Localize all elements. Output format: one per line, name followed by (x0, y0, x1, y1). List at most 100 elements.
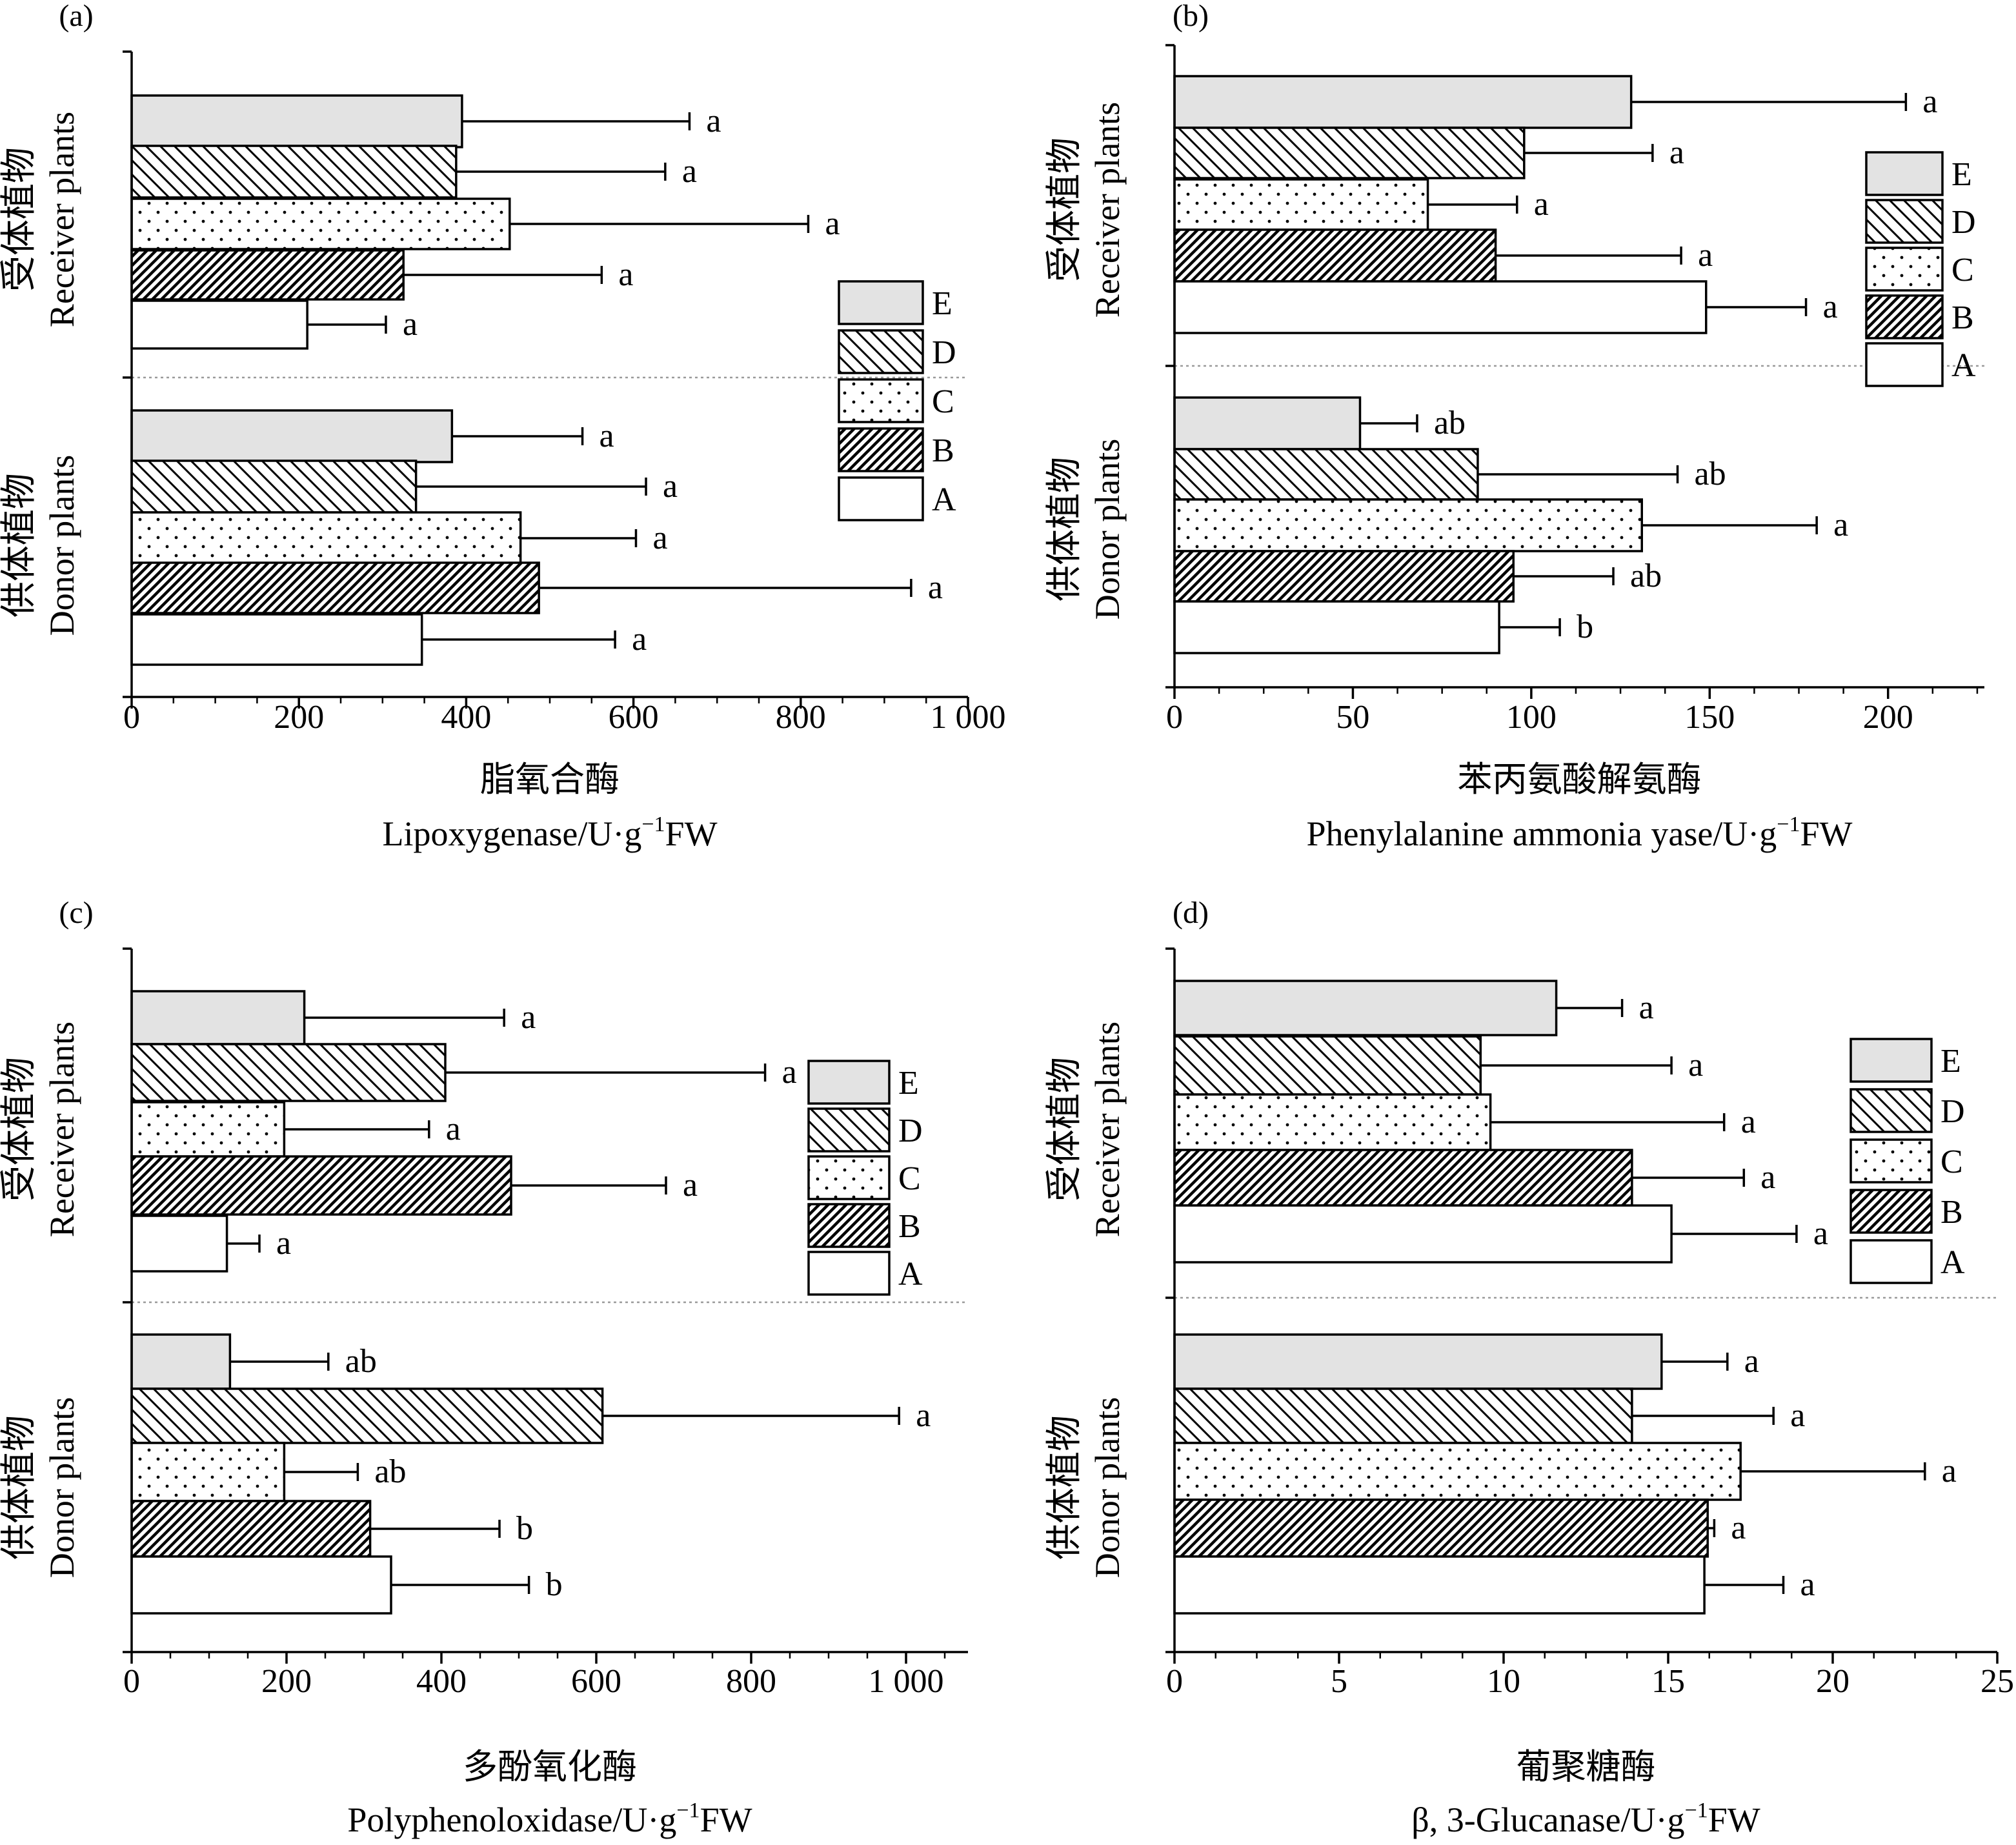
x-tick-label: 100 (1506, 699, 1557, 736)
bar-donor-A (1173, 1555, 1706, 1615)
bar-donor-B (1173, 550, 1515, 603)
bar-donor-B (130, 561, 540, 614)
x-tick-label: 20 (1816, 1663, 1850, 1700)
bar-receiver-D (1173, 1035, 1482, 1096)
significance-label: a (706, 103, 721, 139)
legend-swatch-C (838, 378, 924, 423)
axis-title-en-sup: −1 (1685, 1799, 1708, 1822)
panel-label: (b) (1173, 0, 1209, 33)
significance-label: a (1698, 237, 1713, 274)
axis-title-en-sup: −1 (641, 812, 665, 836)
x-tick-label: 800 (776, 699, 826, 736)
legend-label-E: E (898, 1065, 919, 1102)
axis-title-cn: 脂氧合酶 (480, 760, 620, 799)
legend-label-A: A (932, 481, 956, 518)
x-tick-label: 15 (1651, 1663, 1685, 1700)
bar-donor-A (130, 1555, 392, 1615)
axis-title-en-unit: FW (700, 1800, 752, 1839)
significance-label: b (546, 1566, 563, 1603)
legend-swatch-D (1850, 1088, 1933, 1133)
group-label-en: Donor plants (1088, 1397, 1127, 1578)
x-tick-label: 25 (1981, 1663, 2014, 1700)
bar-donor-E (1173, 396, 1362, 450)
significance-label: a (521, 999, 536, 1036)
bar-receiver-A (130, 1215, 228, 1273)
significance-label: a (1688, 1047, 1703, 1084)
x-tick-label: 200 (1863, 699, 1913, 736)
significance-label: a (1741, 1104, 1756, 1140)
significance-label: a (632, 621, 647, 658)
axis-title-en-main: Lipoxygenase/U·g (382, 814, 641, 853)
axis-title-en-unit: FW (665, 814, 718, 853)
bar-receiver-C (130, 197, 511, 250)
bar-receiver-A (1173, 280, 1708, 334)
x-tick-label: 1 000 (931, 699, 1006, 736)
bar-receiver-A (1173, 1204, 1673, 1264)
significance-label: a (1800, 1566, 1815, 1603)
legend-swatch-B (1865, 294, 1944, 339)
significance-label: a (446, 1111, 461, 1147)
bar-receiver-B (130, 249, 405, 301)
x-tick-label: 0 (123, 699, 140, 736)
axis-title-en: β, 3-Glucanase/U·g−1FW (1411, 1799, 1760, 1839)
legend-swatch-E (838, 280, 924, 325)
bar-receiver-B (1173, 228, 1497, 283)
significance-label: a (1790, 1397, 1805, 1434)
group-label-en: Donor plants (1088, 439, 1127, 620)
significance-label: a (1760, 1159, 1775, 1196)
legend-label-E: E (1940, 1043, 1961, 1080)
significance-label: a (1731, 1509, 1746, 1546)
significance-label: ab (374, 1453, 406, 1490)
bar-donor-E (1173, 1333, 1663, 1390)
panel-b: (b) a a a a a ab ab a ab b 0 50 100 150 200 苯丙氨酸解氨酶 Pheny… (1045, 0, 1984, 853)
bar-donor-D (1173, 1387, 1633, 1444)
legend-swatch-C (1850, 1138, 1933, 1184)
group-label-en: Donor plants (43, 455, 81, 636)
significance-label: a (1639, 989, 1654, 1026)
significance-label: a (652, 519, 667, 556)
significance-label: a (663, 468, 678, 505)
legend-swatch-A (1865, 342, 1944, 387)
x-tick-label: 50 (1336, 699, 1369, 736)
group-label-cn: 受体植物 (0, 147, 39, 292)
x-tick-label: 0 (1166, 1663, 1183, 1700)
axis-title-cn: 葡聚糖酶 (1517, 1748, 1656, 1786)
panel-label: (a) (59, 0, 93, 33)
significance-label: a (1813, 1215, 1828, 1252)
significance-label: a (403, 306, 418, 343)
legend-label-A: A (1951, 347, 1976, 384)
bar-donor-C (130, 1442, 286, 1502)
bar-receiver-C (1173, 178, 1429, 231)
bar-receiver-E (1173, 75, 1633, 129)
axis-title-en-main: Phenylalanine ammonia yase/U·g (1307, 814, 1777, 853)
panel-c: (c) a a a a a ab a ab bb 0 200 400 600 800 1 000 多酚氧化酶 Po… (0, 896, 968, 1839)
significance-label: b (1577, 609, 1593, 645)
legend-label-B: B (1951, 299, 1974, 336)
significance-label: a (683, 1167, 698, 1204)
significance-label: a (1922, 83, 1937, 120)
significance-label: a (1669, 134, 1684, 171)
bar-donor-D (130, 459, 418, 514)
legend-label-E: E (932, 285, 953, 322)
legend-label-B: B (932, 432, 954, 469)
axis-title-en: Lipoxygenase/U·g−1FW (382, 812, 717, 853)
significance-label: b (516, 1510, 533, 1547)
legend-swatch-B (1850, 1189, 1933, 1234)
bar-donor-C (1173, 1442, 1742, 1501)
legend-label-E: E (1951, 156, 1972, 193)
axis-title-en: Phenylalanine ammonia yase/U·g−1FW (1307, 812, 1853, 853)
bar-receiver-E (130, 94, 463, 148)
significance-label: a (928, 569, 943, 606)
significance-label: a (1744, 1343, 1759, 1380)
group-label-en: Receiver plants (1088, 1022, 1127, 1237)
bar-donor-E (130, 409, 454, 463)
legend-swatch-D (838, 329, 924, 374)
legend-label-C: C (1940, 1144, 1963, 1180)
group-label-en: Receiver plants (1088, 102, 1127, 318)
legend-swatch-B (838, 427, 924, 472)
bar-donor-C (1173, 498, 1644, 552)
significance-label: ab (1695, 456, 1726, 492)
